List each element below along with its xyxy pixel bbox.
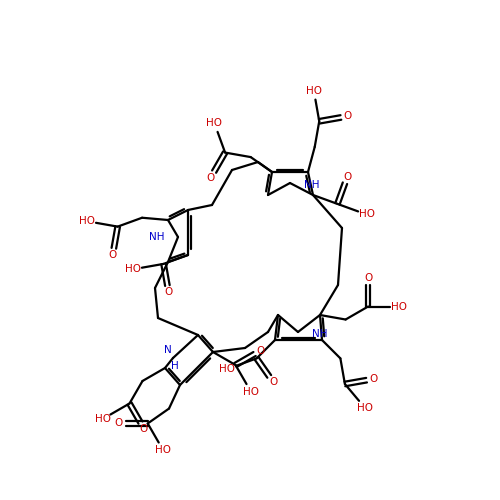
Text: O: O: [114, 418, 123, 428]
Text: O: O: [344, 111, 352, 121]
Text: HO: HO: [358, 210, 374, 220]
Text: O: O: [256, 346, 265, 356]
Text: NH: NH: [148, 232, 164, 242]
Text: HO: HO: [243, 387, 259, 397]
Text: HO: HO: [391, 302, 407, 312]
Text: HO: HO: [206, 118, 222, 128]
Text: O: O: [140, 424, 148, 434]
Text: NH: NH: [312, 329, 328, 339]
Text: HO: HO: [220, 364, 236, 374]
Text: HO: HO: [94, 414, 110, 424]
Text: HO: HO: [79, 216, 95, 226]
Text: O: O: [164, 288, 172, 298]
Text: HO: HO: [125, 264, 141, 274]
Text: H: H: [171, 361, 179, 371]
Text: O: O: [269, 377, 278, 387]
Text: O: O: [108, 250, 117, 260]
Text: HO: HO: [306, 86, 322, 96]
Text: O: O: [364, 272, 372, 282]
Text: O: O: [343, 172, 351, 181]
Text: HO: HO: [357, 402, 373, 412]
Text: O: O: [370, 374, 378, 384]
Text: N: N: [164, 345, 172, 355]
Text: NH: NH: [304, 180, 320, 190]
Text: O: O: [206, 172, 214, 182]
Text: HO: HO: [155, 446, 171, 456]
